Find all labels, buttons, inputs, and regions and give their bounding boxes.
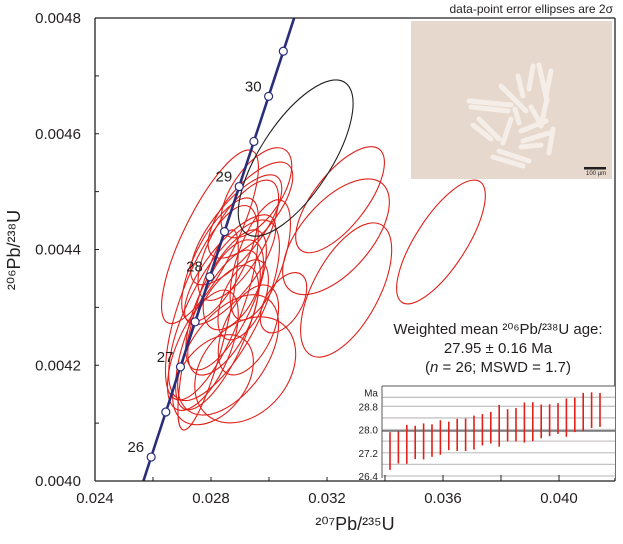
zircon-crystals-image (466, 62, 606, 170)
error-ellipse (185, 229, 267, 371)
age-label: 29 (216, 169, 233, 186)
ellipse-note: data-point error ellipses are 2σ (449, 2, 614, 16)
y-tick-label: 0.0044 (35, 242, 81, 259)
excluded-error-ellipse (237, 79, 354, 237)
error-ellipse (217, 284, 280, 376)
inset-unit-label: Ma (364, 388, 378, 399)
age-marker (278, 46, 288, 56)
age-marker (234, 181, 244, 192)
x-tick-label: 0.036 (424, 490, 462, 507)
y-tick-label: 0.0042 (35, 357, 81, 374)
age-marker (146, 452, 156, 462)
y-tick-label: 0.0048 (35, 10, 81, 27)
x-tick-label: 0.024 (76, 490, 114, 507)
error-ellipse (259, 272, 308, 334)
error-ellipse (190, 174, 283, 286)
age-marker (219, 227, 230, 237)
x-tick-label: 0.040 (540, 490, 578, 507)
error-ellipse (300, 222, 393, 358)
scale-bar (584, 167, 606, 170)
concordia-line (142, 18, 296, 481)
error-ellipse (295, 146, 385, 254)
mswd-text: = 26; MSWD = 1.7) (438, 359, 571, 376)
error-ellipse (282, 178, 390, 296)
age-label: 28 (186, 259, 203, 276)
y-tick-label: 0.0046 (35, 126, 81, 143)
x-tick-label: 0.028 (192, 490, 230, 507)
concordia-curve (142, 18, 296, 481)
age-label: 30 (245, 78, 262, 95)
error-ellipse (177, 229, 239, 431)
error-ellipse (168, 219, 280, 402)
weighted-mean-title: Weighted mean ²⁰⁶Pb/²³⁸U age: (393, 321, 603, 338)
y-axis-label: ²⁰⁶Pb/²³⁸U (4, 210, 24, 290)
error-ellipse (396, 179, 486, 305)
age-label: 26 (127, 439, 144, 456)
y-tick-label: 0.0040 (35, 473, 81, 490)
error-ellipse (217, 259, 269, 341)
inset-tick-label: 28.8 (359, 402, 379, 413)
weighted-mean-value: 27.95 ± 0.16 Ma (443, 340, 553, 357)
age-marker (190, 317, 200, 327)
error-ellipse (181, 197, 259, 323)
error-ellipse (229, 199, 292, 321)
error-ellipse (172, 334, 254, 426)
age-label: 27 (157, 349, 174, 366)
age-marker (205, 272, 215, 282)
age-marker (161, 407, 171, 417)
weighted-mean-inset: Ma 28.8 28.0 27.2 26.4 (359, 385, 615, 483)
error-ellipse (166, 289, 239, 411)
paren-open: ( (425, 359, 431, 376)
age-marker (264, 91, 274, 101)
error-ellipse (184, 214, 277, 326)
zircon-photo: 100 µm (411, 21, 612, 179)
n-label: n (430, 359, 439, 376)
inset-tick-label: 28.0 (359, 426, 379, 437)
scale-bar-label: 100 µm (586, 171, 607, 177)
inset-tick-label: 27.2 (359, 449, 379, 460)
error-ellipses (161, 79, 486, 431)
x-axis-label: ²⁰⁷Pb/²³⁵U (315, 514, 394, 534)
inset-tick-label: 26.4 (359, 472, 379, 483)
age-marker (249, 136, 259, 147)
age-marker (175, 362, 186, 372)
weighted-mean-stats: (n = 26; MSWD = 1.7) (380, 358, 616, 377)
x-tick-label: 0.032 (308, 490, 346, 507)
